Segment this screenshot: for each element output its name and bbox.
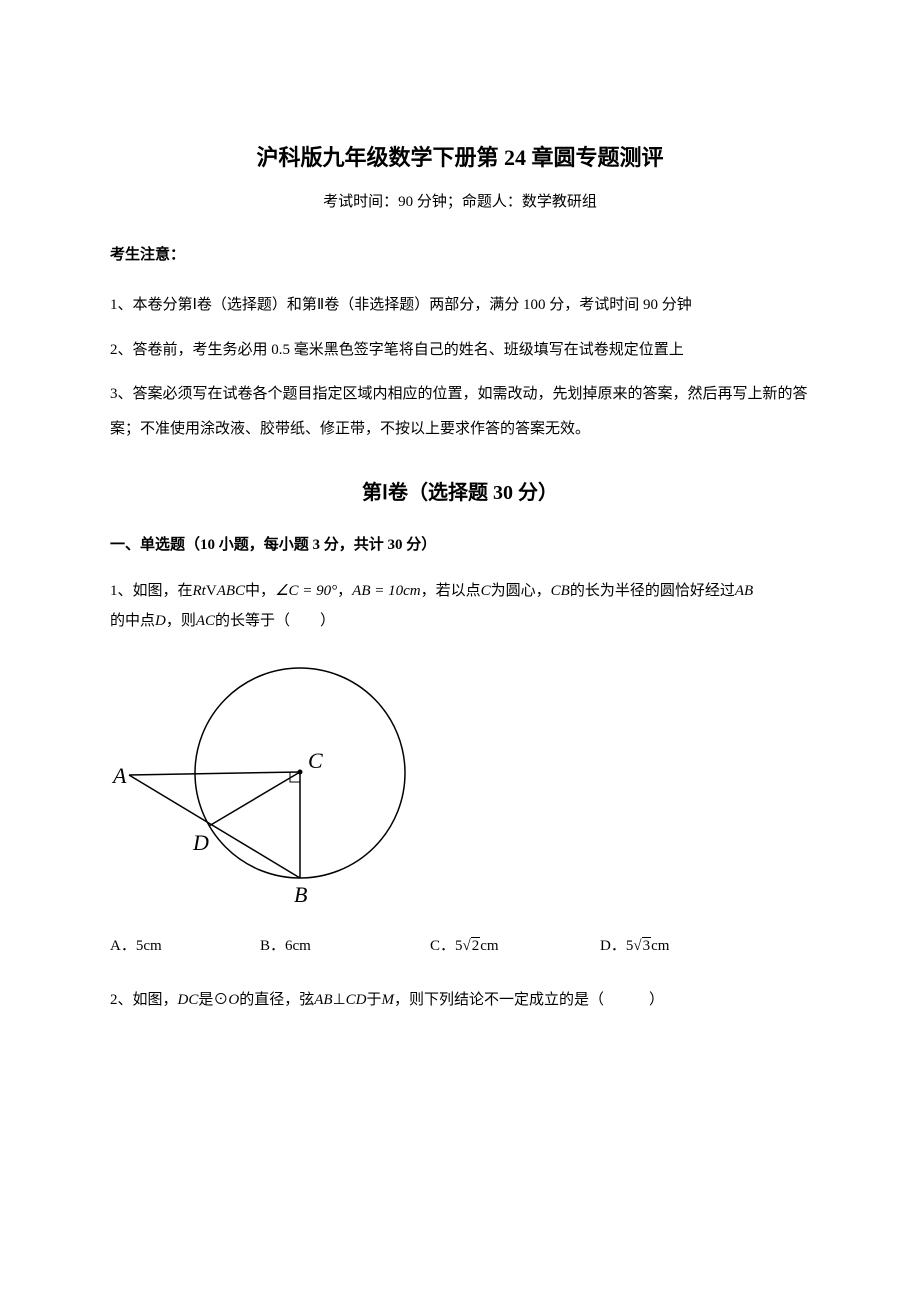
sqrt-icon: 3 <box>633 938 651 955</box>
q1-m4: 为圆心， <box>491 583 551 599</box>
q2-m4: ，则下列结论不一定成立的是（ ） <box>394 992 664 1008</box>
svg-text:D: D <box>192 830 209 855</box>
question-2: 2、如图，DC是⊙O的直径，弦AB⊥CD于M，则下列结论不一定成立的是（ ） <box>110 985 810 1015</box>
q2-o: O <box>228 992 239 1008</box>
q1-ab: AB = 10cm <box>352 583 420 599</box>
q1-m3: ，若以点 <box>421 583 481 599</box>
q1-tri: V <box>206 583 217 599</box>
q1-cb: CB <box>551 583 570 599</box>
document-subtitle: 考试时间：90 分钟；命题人：数学教研组 <box>110 190 810 211</box>
q1-text: 1、如图，在 <box>110 583 193 599</box>
q2-ab: AB <box>314 992 332 1008</box>
option-b: B．6cm <box>260 934 430 955</box>
q2-dc: DC <box>178 992 199 1008</box>
q1-abc: ABC <box>217 583 245 599</box>
q1-ac: AC <box>196 613 215 629</box>
q2-m: M <box>382 992 395 1008</box>
opt-d-root: 3 <box>642 937 652 954</box>
q1-m7: 的长等于（ ） <box>215 613 335 629</box>
q1-m6: ，则 <box>166 613 196 629</box>
q1-angle: ∠C = 90° <box>275 583 337 599</box>
q1-d: D <box>155 613 166 629</box>
opt-c-suffix: cm <box>480 938 498 954</box>
geometry-diagram: A B C D <box>110 650 430 905</box>
svg-text:B: B <box>294 882 307 905</box>
notice-item-3: 3、答案必须写在试卷各个题目指定区域内相应的位置，如需改动，先划掉原来的答案，然… <box>110 377 810 446</box>
q1-m1: 中， <box>245 583 275 599</box>
opt-d-prefix: D．5 <box>600 938 633 954</box>
q1-l2p: 的中点 <box>110 613 155 629</box>
question-1: 1、如图，在RtVABC中，∠C = 90°，AB = 10cm，若以点C为圆心… <box>110 576 810 636</box>
q2-cd: CD <box>346 992 367 1008</box>
q1-m2: ， <box>337 583 352 599</box>
notice-item-1: 1、本卷分第Ⅰ卷（选择题）和第Ⅱ卷（非选择题）两部分，满分 100 分，考试时间… <box>110 288 810 323</box>
opt-c-prefix: C．5 <box>430 938 463 954</box>
q2-m3: 于 <box>366 992 381 1008</box>
notice-item-2: 2、答卷前，考生务必用 0.5 毫米黑色签字笔将自己的姓名、班级填写在试卷规定位… <box>110 333 810 368</box>
section-title: 第Ⅰ卷（选择题 30 分） <box>110 476 810 505</box>
option-a: A．5cm <box>110 934 260 955</box>
q2-m1: 是⊙ <box>198 992 228 1008</box>
opt-c-root: 2 <box>471 937 481 954</box>
option-d: D．5 3cm <box>600 934 770 955</box>
q2-m2: 的直径，弦 <box>239 992 314 1008</box>
question-1-options: A．5cm B．6cm C．52cm D．53cm <box>110 934 810 955</box>
q1-rt: Rt <box>193 583 206 599</box>
subsection-title: 一、单选题（10 小题，每小题 3 分，共计 30 分） <box>110 533 810 554</box>
q2-perp: ⊥ <box>333 992 346 1008</box>
q1-ab2: AB <box>735 583 753 599</box>
question-1-figure: A B C D <box>110 650 810 910</box>
sqrt-icon: 2 <box>463 938 481 955</box>
option-c: C．5 2cm <box>430 934 600 955</box>
notice-header: 考生注意： <box>110 243 810 264</box>
q2-prefix: 2、如图， <box>110 992 178 1008</box>
svg-text:C: C <box>308 748 323 773</box>
opt-d-suffix: cm <box>651 938 669 954</box>
document-title: 沪科版九年级数学下册第 24 章圆专题测评 <box>110 140 810 172</box>
q1-m5: 的长为半径的圆恰好经过 <box>570 583 735 599</box>
q1-c: C <box>481 583 491 599</box>
svg-text:A: A <box>111 763 127 788</box>
